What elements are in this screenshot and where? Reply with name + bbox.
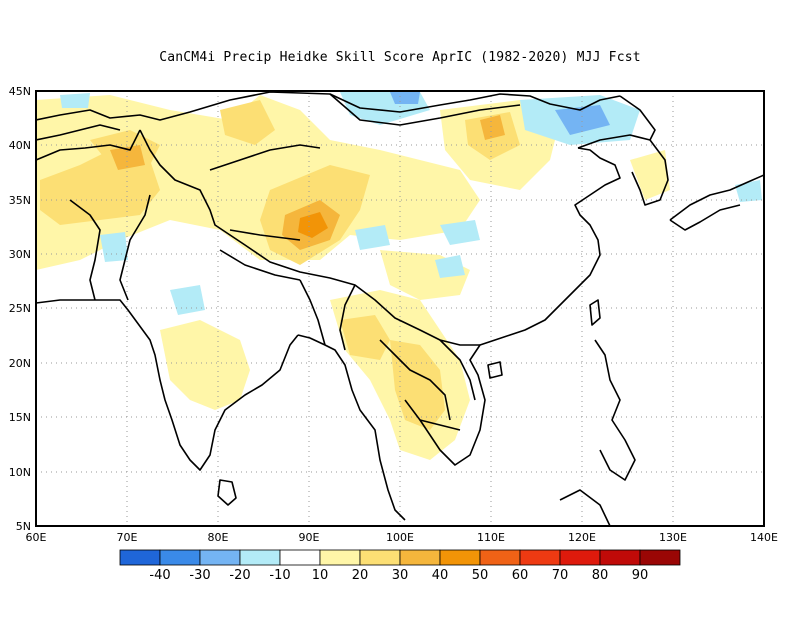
region-mongolia-east-core — [555, 105, 610, 135]
y-axis-labels: 5N 10N 15N 20N 25N 30N 35N 40N 45N — [9, 85, 31, 533]
x-tick-label: 140E — [750, 531, 778, 544]
border-mongolia-south — [329, 93, 521, 126]
colorbar-label: 90 — [632, 568, 649, 583]
border-myanmar — [339, 284, 356, 351]
coastline-philippines — [594, 339, 636, 481]
y-tick-label: 35N — [9, 194, 31, 207]
map-frame — [35, 90, 765, 527]
y-tick-label: 25N — [9, 302, 31, 315]
border-northeast-china — [619, 95, 656, 141]
region-sichuan — [355, 225, 390, 250]
colorbar-label: -40 — [149, 568, 170, 583]
region-tajik-core — [110, 145, 145, 170]
colorbar-label: 50 — [472, 568, 489, 583]
colorbar-label: -10 — [269, 568, 290, 583]
colorbar-swatch — [519, 549, 561, 566]
colorbar-swatch — [159, 549, 201, 566]
coastline-taiwan — [589, 299, 601, 326]
region-west-china — [220, 100, 275, 145]
region-central-tibet-core — [298, 212, 328, 238]
border-nepal — [219, 249, 301, 281]
colorbar-label: 20 — [352, 568, 369, 583]
colorbar-label: 80 — [592, 568, 609, 583]
colorbar-swatch — [479, 549, 521, 566]
colorbar-label: 70 — [552, 568, 569, 583]
colorbar-swatch — [239, 549, 281, 566]
y-tick-label: 15N — [9, 411, 31, 424]
region-mongolia-north-core — [390, 92, 420, 104]
region-central-china-blue — [440, 220, 480, 245]
region-bay-blue — [170, 285, 205, 315]
colorbar-label: -20 — [229, 568, 250, 583]
coastline-korea — [577, 134, 669, 206]
y-tick-label: 5N — [16, 520, 31, 533]
border-pakistan-india — [119, 194, 151, 301]
border-bangladesh — [299, 279, 326, 346]
y-tick-label: 40N — [9, 139, 31, 152]
coastline-indochina — [404, 147, 621, 466]
border-china-north — [36, 91, 621, 121]
border-vietnam — [439, 339, 476, 401]
border-tibet — [209, 144, 321, 241]
region-india-central — [160, 320, 250, 410]
region-kyrgyz-blue — [60, 93, 90, 108]
region-japan-blue — [735, 180, 762, 202]
colorbar-swatch — [199, 549, 241, 566]
coastline-sri-lanka — [217, 479, 237, 506]
coastline-japan — [669, 174, 764, 221]
region-south-china-blue — [435, 255, 465, 278]
border-central-asia — [36, 124, 121, 141]
coastline-hainan — [487, 361, 503, 379]
x-tick-label: 110E — [477, 531, 505, 544]
y-tick-label: 10N — [9, 466, 31, 479]
colorbar-swatch — [399, 549, 441, 566]
border-thailand-laos — [379, 339, 451, 421]
y-tick-label: 45N — [9, 85, 31, 98]
colorbar-label: 10 — [312, 568, 329, 583]
colorbar-label: -30 — [189, 568, 210, 583]
region-northern-china-core — [480, 115, 505, 140]
region-afghanistan-pakistan — [40, 150, 160, 225]
border-cambodia — [419, 419, 461, 431]
coastline-bengal — [297, 334, 406, 521]
x-tick-label: 130E — [659, 531, 687, 544]
border-afghanistan — [36, 129, 141, 161]
region-pakistan-blue — [100, 232, 128, 262]
colorbar-swatch — [319, 549, 361, 566]
region-korea — [630, 150, 670, 200]
colorbar-swatch — [439, 549, 481, 566]
colorbar-label: 40 — [432, 568, 449, 583]
x-axis-labels: 60E 70E 80E 90E 100E 110E 120E 130E 140E — [26, 531, 778, 544]
coastline-india-west — [36, 299, 299, 471]
skill-score-shading — [36, 92, 762, 460]
border-iran-pakistan — [69, 199, 101, 301]
border-china-west — [139, 129, 480, 346]
colorbar-swatch — [599, 549, 641, 566]
y-tick-label: 30N — [9, 248, 31, 261]
map-boundaries — [36, 91, 764, 526]
colorbar-label: 60 — [512, 568, 529, 583]
colorbar-label: 30 — [392, 568, 409, 583]
map-title: CanCM4i Precip Heidke Skill Score AprIC … — [159, 50, 641, 65]
colorbar-swatch — [359, 549, 401, 566]
region-myanmar — [340, 315, 390, 360]
x-tick-label: 70E — [117, 531, 138, 544]
colorbar-swatch — [119, 549, 161, 566]
coastline-japan-south — [669, 204, 741, 231]
colorbar-swatch — [639, 549, 681, 566]
x-tick-label: 80E — [208, 531, 229, 544]
x-tick-label: 60E — [26, 531, 47, 544]
x-tick-label: 90E — [299, 531, 320, 544]
x-tick-label: 100E — [386, 531, 414, 544]
colorbar-swatch — [559, 549, 601, 566]
coastline-borneo — [559, 489, 611, 526]
y-tick-label: 20N — [9, 357, 31, 370]
colorbar-swatch — [279, 549, 321, 566]
colorbar: -40 -30 -20 -10 10 20 30 40 50 60 70 80 90 — [119, 549, 681, 583]
x-tick-label: 120E — [568, 531, 596, 544]
